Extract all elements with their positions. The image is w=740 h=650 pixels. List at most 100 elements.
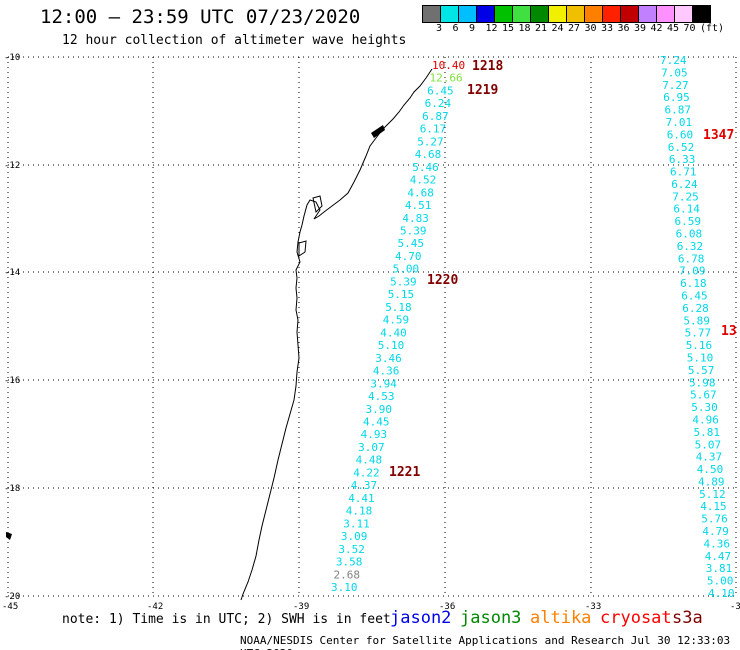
lon-label: -36 [439, 602, 455, 612]
wave-height-value: 5.30 [691, 401, 718, 414]
wave-height-value: 4.36 [373, 365, 400, 378]
wave-height-value: 4.93 [361, 428, 388, 441]
wave-height-value: 7.01 [666, 116, 693, 129]
wave-height-value: 4.22 [353, 466, 380, 479]
pass-time-label: 1221 [389, 465, 420, 480]
coastline-island [6, 532, 12, 540]
wave-height-value: 5.10 [378, 339, 405, 352]
wave-height-value: 6.24 [671, 178, 698, 191]
legend-label: 36 [617, 23, 630, 34]
wave-height-value: 3.90 [366, 403, 393, 416]
wave-height-value: 4.70 [395, 250, 422, 263]
wave-height-value: 4.53 [368, 390, 395, 403]
legend-label: 30 [584, 23, 597, 34]
wave-height-value: 7.24 [660, 54, 687, 67]
wave-height-value: 5.15 [388, 288, 415, 301]
wave-height-value: 4.40 [380, 326, 407, 339]
satellite-s3a: s3a [672, 608, 703, 628]
wave-height-value: 5.18 [385, 301, 412, 314]
satellite-cryosat: cryosat [600, 608, 672, 628]
color-scale-legend [422, 5, 711, 23]
pass-time-label: 1218 [472, 59, 503, 74]
wave-height-value: 5.39 [400, 225, 427, 238]
pass-time-label: 13 [721, 324, 737, 339]
legend-label: 70 [683, 23, 696, 34]
lat-label: -10 [4, 53, 20, 63]
wave-height-value: 4.51 [405, 199, 432, 212]
wave-height-value: 5.16 [686, 339, 713, 352]
wave-height-value: 4.83 [402, 212, 429, 225]
legend-label: 6 [452, 23, 459, 34]
lat-label: -18 [4, 484, 20, 494]
wave-height-value: 7.27 [662, 79, 689, 92]
wave-height-value: 3.94 [370, 377, 397, 390]
wave-height-value: 5.81 [694, 426, 721, 439]
wave-height-value: 6.95 [663, 91, 690, 104]
wave-height-value: 6.59 [675, 215, 702, 228]
lat-label: -12 [4, 161, 20, 171]
wave-height-value: 4.18 [346, 505, 373, 518]
wave-height-value: 5.57 [688, 364, 715, 377]
legend-label: 33 [601, 23, 614, 34]
wave-height-value: 4.45 [363, 416, 390, 429]
color-scale-labels: 3 6 9 12 15 18 21 24 27 30 33 36 39 42 45 70 (ft) [422, 23, 740, 35]
legend-label: (ft) [700, 23, 725, 34]
wave-height-value: 6.45 [681, 290, 708, 303]
legend-label: 15 [502, 23, 515, 34]
wave-height-value: 6.14 [673, 203, 700, 216]
wave-height-value: 5.89 [683, 314, 710, 327]
wave-height-value: 6.71 [670, 166, 697, 179]
wave-height-value: 4.15 [700, 500, 727, 513]
lat-label: -16 [4, 376, 20, 386]
wave-height-value: 6.08 [676, 228, 703, 241]
legend-label: 39 [634, 23, 647, 34]
wave-height-value: 4.50 [697, 463, 724, 476]
wave-height-value: 5.46 [412, 161, 439, 174]
wave-height-value: 4.48 [356, 454, 383, 467]
legend-swatch [692, 5, 711, 23]
legend-label: 18 [518, 23, 531, 34]
lat-label: -20 [4, 592, 20, 602]
wave-height-value: 5.07 [695, 438, 722, 451]
wave-height-value: 6.45 [427, 85, 454, 98]
wave-height-value: 4.36 [704, 537, 731, 550]
map-title: 12:00 – 23:59 UTC 07/23/2020 [40, 6, 361, 28]
satellite-jason2: jason2 [390, 608, 452, 628]
wave-height-value: 6.78 [678, 252, 705, 265]
wave-height-value: 3.81 [706, 562, 733, 575]
wave-height-value: 6.32 [677, 240, 704, 253]
footer-credit: NOAA/NESDIS Center for Satellite Applica… [240, 634, 731, 650]
lon-label: -45 [2, 602, 18, 612]
legend-label: 21 [535, 23, 548, 34]
wave-height-value: 4.68 [407, 186, 434, 199]
pass-time-label: 1220 [427, 273, 458, 288]
wave-height-value: 7.25 [672, 190, 699, 203]
legend-label: 42 [650, 23, 663, 34]
wave-height-value: 6.17 [420, 123, 447, 136]
legend-label: 9 [469, 23, 476, 34]
wave-height-value: 6.18 [680, 277, 707, 290]
wave-height-value: 6.52 [668, 141, 695, 154]
wave-height-value: 5.77 [685, 327, 712, 340]
wave-height-value: 3.46 [375, 352, 402, 365]
wave-height-value: 6.87 [665, 104, 692, 117]
legend-label: 45 [667, 23, 680, 34]
wave-height-value: 5.39 [390, 275, 417, 288]
wave-height-value: 7.05 [661, 66, 688, 79]
wave-height-value: 4.68 [415, 148, 442, 161]
wave-height-value: 4.59 [383, 314, 410, 327]
wave-height-value: 5.98 [689, 376, 716, 389]
wave-height-value: 6.87 [422, 110, 449, 123]
wave-height-value: 3.52 [338, 543, 365, 556]
legend-label: 12 [485, 23, 498, 34]
lat-label: -14 [4, 268, 20, 278]
wave-height-value: 7.09 [679, 265, 706, 278]
coastline-bay [298, 195, 323, 257]
wave-height-value: 6.28 [682, 302, 709, 315]
satellite-altika: altika [530, 608, 592, 628]
wave-height-value: 6.33 [669, 153, 696, 166]
wave-height-value: 6.60 [667, 128, 694, 141]
legend-label: 24 [551, 23, 564, 34]
